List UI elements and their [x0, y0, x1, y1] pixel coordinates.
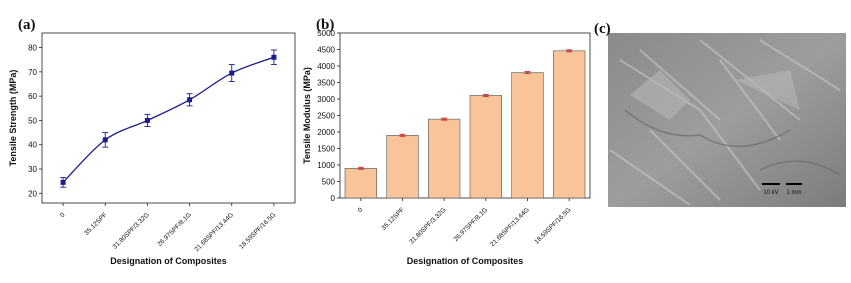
- y-tick-label: 3000: [317, 95, 335, 104]
- error-bar: [228, 64, 235, 83]
- x-axis-title: Designation of Composites: [110, 256, 227, 266]
- sem-image: 10 kV 1 mm: [608, 33, 846, 207]
- y-tick-label: 40: [28, 141, 37, 150]
- error-bar: [102, 132, 109, 148]
- plot-frame: [339, 32, 591, 199]
- y-axis-title: Tensile Strength (MPa): [8, 70, 18, 167]
- panel-label: (b): [316, 17, 334, 33]
- y-tick-label: 30: [28, 165, 37, 174]
- y-tick-label: 3500: [317, 79, 335, 88]
- scale-label: 10 kV: [763, 190, 778, 196]
- bar: [344, 168, 377, 199]
- y-tick-label: 70: [28, 68, 37, 77]
- bar: [428, 118, 461, 199]
- y-tick-label: 500: [322, 178, 336, 187]
- y-tick-label: 5000: [317, 29, 335, 38]
- error-bar: [566, 49, 573, 53]
- x-axis-title: Designation of Composites: [407, 256, 524, 266]
- error-bar: [357, 166, 364, 170]
- bar: [386, 135, 419, 199]
- y-tick-label: 20: [28, 189, 37, 198]
- x-tick-label: 26.97SPF/8.1G: [453, 206, 490, 243]
- error-bar: [144, 113, 151, 127]
- x-tick-label: 18.59SPF/16.5G: [533, 206, 572, 245]
- error-bar: [399, 133, 406, 137]
- y-tick-label: 4500: [317, 46, 335, 55]
- error-bar: [482, 93, 489, 97]
- x-tick-label: 18.59SPF/16.5G: [238, 211, 277, 250]
- bar: [469, 95, 502, 199]
- y-tick-label: 2000: [317, 128, 335, 137]
- y-tick-label: 1500: [317, 145, 335, 154]
- y-tick-label: 50: [28, 116, 37, 125]
- error-bar: [270, 49, 277, 66]
- panel-label: (a): [18, 17, 36, 33]
- y-axis-title: Tensile Modulus (MPa): [302, 67, 312, 164]
- x-tick-label: 21.68SPF/13.44G: [489, 206, 531, 248]
- x-tick-label: 31.80SPF/3.32G: [112, 211, 151, 250]
- y-tick-label: 80: [28, 44, 37, 53]
- y-tick-label: 60: [28, 92, 37, 101]
- x-tick-label: 21.68SPF/13.44G: [193, 211, 235, 253]
- error-bar: [60, 177, 67, 188]
- x-tick-label: 35.12SPF: [381, 206, 406, 231]
- x-tick-label: 31.80SPF/3.32G: [408, 206, 447, 245]
- error-bar: [186, 93, 193, 107]
- scale-label: 1 mm: [787, 190, 802, 196]
- error-bar: [524, 71, 531, 75]
- y-tick-label: 1000: [317, 161, 335, 170]
- x-tick-label: 0: [59, 211, 67, 219]
- x-tick-label: 35.12SPF: [83, 211, 108, 236]
- bar: [553, 50, 586, 199]
- plot-frame: [41, 32, 296, 204]
- y-tick-label: 0: [331, 194, 336, 203]
- x-tick-label: 0: [357, 206, 365, 214]
- y-tick-label: 4000: [317, 62, 335, 71]
- x-tick-label: 26.97SPF/8.1G: [156, 211, 193, 248]
- panel-label: (c): [594, 21, 611, 37]
- y-tick-label: 2500: [317, 112, 335, 121]
- line: [62, 56, 275, 183]
- error-bar: [441, 117, 448, 121]
- bar: [511, 72, 544, 199]
